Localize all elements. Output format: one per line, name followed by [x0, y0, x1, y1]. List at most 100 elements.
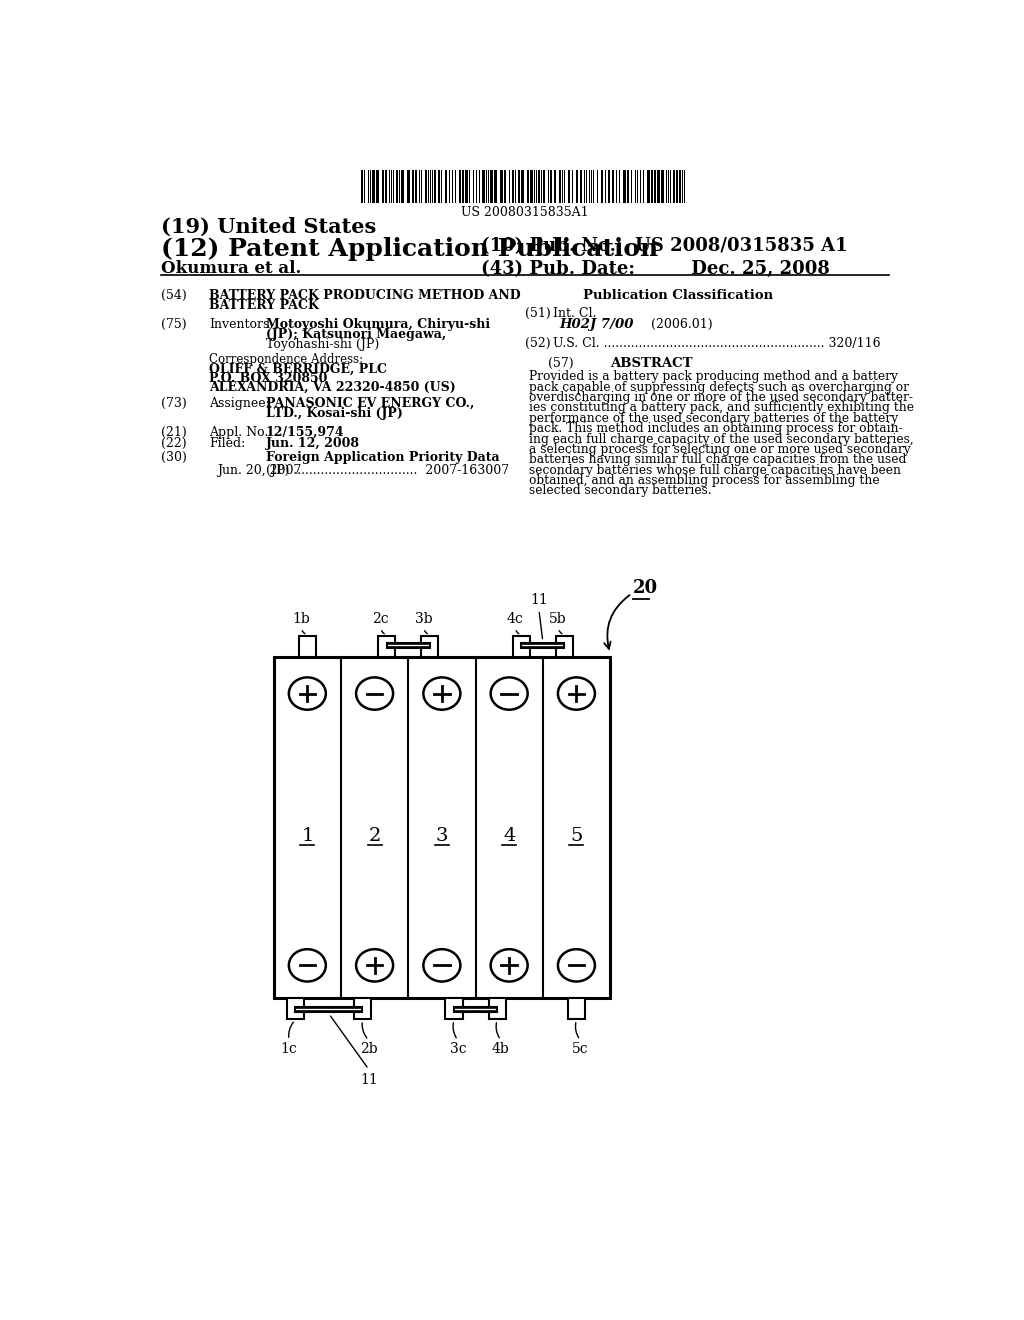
Text: 5c: 5c: [572, 1043, 589, 1056]
Bar: [488, 998, 506, 1019]
Bar: [518, 170, 520, 203]
Bar: [538, 170, 540, 203]
Bar: [425, 170, 427, 203]
Text: (JP); Katsunori Maegawa,: (JP); Katsunori Maegawa,: [266, 327, 446, 341]
Bar: [299, 636, 315, 657]
Bar: [674, 170, 675, 203]
Text: BATTERY PACK PRODUCING METHOD AND: BATTERY PACK PRODUCING METHOD AND: [209, 289, 521, 302]
Text: 20: 20: [633, 579, 658, 598]
Bar: [647, 170, 650, 203]
Text: ABSTRACT: ABSTRACT: [610, 358, 692, 370]
Bar: [438, 170, 440, 203]
Bar: [521, 170, 524, 203]
Text: 5b: 5b: [549, 611, 567, 626]
Bar: [580, 170, 582, 203]
Bar: [459, 170, 461, 203]
Text: (43) Pub. Date:         Dec. 25, 2008: (43) Pub. Date: Dec. 25, 2008: [480, 260, 829, 279]
Text: US 20080315835A1: US 20080315835A1: [461, 206, 589, 219]
Text: (51): (51): [524, 308, 551, 319]
Bar: [679, 170, 681, 203]
Text: Assignee:: Assignee:: [209, 397, 270, 411]
Text: Appl. No.:: Appl. No.:: [209, 425, 272, 438]
Text: Okumura et al.: Okumura et al.: [161, 260, 301, 277]
Bar: [273, 657, 610, 998]
Bar: [421, 636, 438, 657]
Bar: [454, 1007, 497, 1012]
Text: ALEXANDRIA, VA 22320-4850 (US): ALEXANDRIA, VA 22320-4850 (US): [209, 381, 456, 393]
Bar: [372, 170, 375, 203]
Text: Provided is a battery pack producing method and a battery: Provided is a battery pack producing met…: [528, 370, 898, 383]
Bar: [568, 998, 585, 1019]
Text: 4c: 4c: [507, 611, 523, 626]
Text: (54): (54): [161, 289, 186, 302]
Text: Publication Classification: Publication Classification: [583, 289, 773, 302]
Bar: [527, 170, 529, 203]
Text: 2: 2: [369, 828, 381, 845]
Text: U.S. Cl. ......................................................... 320/116: U.S. Cl. ...............................…: [553, 337, 881, 350]
Bar: [660, 170, 664, 203]
Bar: [559, 170, 561, 203]
Bar: [612, 170, 613, 203]
Text: 3c: 3c: [450, 1043, 466, 1056]
Text: BATTERY PACK: BATTERY PACK: [209, 300, 319, 313]
Text: P.O. BOX 320850: P.O. BOX 320850: [209, 372, 328, 384]
Bar: [401, 170, 404, 203]
Text: 3b: 3b: [415, 611, 432, 626]
Bar: [651, 170, 653, 203]
Text: 4: 4: [503, 828, 515, 845]
Text: obtained, and an assembling process for assembling the: obtained, and an assembling process for …: [528, 474, 880, 487]
Bar: [543, 170, 545, 203]
Bar: [575, 170, 578, 203]
Text: secondary batteries whose full charge capacities have been: secondary batteries whose full charge ca…: [528, 463, 901, 477]
Bar: [295, 1007, 362, 1012]
Bar: [556, 636, 572, 657]
Bar: [412, 170, 414, 203]
Text: batteries having similar full charge capacities from the used: batteries having similar full charge cap…: [528, 453, 906, 466]
Bar: [530, 170, 534, 203]
Bar: [465, 170, 468, 203]
Bar: [623, 170, 626, 203]
Bar: [608, 170, 610, 203]
Text: pack. This method includes an obtaining process for obtain-: pack. This method includes an obtaining …: [528, 422, 902, 436]
Bar: [408, 170, 411, 203]
Bar: [433, 170, 435, 203]
Text: Foreign Application Priority Data: Foreign Application Priority Data: [266, 451, 500, 465]
Text: (57): (57): [548, 358, 573, 370]
Bar: [395, 170, 397, 203]
Bar: [601, 170, 603, 203]
Text: 11: 11: [530, 593, 548, 607]
Text: ing each full charge capacity of the used secondary batteries,: ing each full charge capacity of the use…: [528, 433, 913, 446]
Bar: [445, 998, 463, 1019]
Text: 1c: 1c: [281, 1043, 297, 1056]
Bar: [504, 170, 506, 203]
Bar: [627, 170, 630, 203]
Bar: [500, 170, 503, 203]
Text: PANASONIC EV ENERGY CO.,: PANASONIC EV ENERGY CO.,: [266, 397, 474, 411]
Text: (22): (22): [161, 437, 186, 450]
Bar: [521, 643, 564, 648]
Bar: [490, 170, 493, 203]
Bar: [354, 998, 371, 1019]
Text: Inventors:: Inventors:: [209, 318, 273, 331]
Text: (52): (52): [524, 337, 551, 350]
Bar: [382, 170, 384, 203]
Bar: [482, 170, 485, 203]
Text: Jun. 12, 2008: Jun. 12, 2008: [266, 437, 360, 450]
Bar: [360, 170, 364, 203]
Bar: [462, 170, 464, 203]
Bar: [494, 170, 497, 203]
Bar: [385, 170, 387, 203]
Bar: [656, 170, 659, 203]
Text: 11: 11: [359, 1073, 378, 1088]
Text: (2006.01): (2006.01): [651, 318, 713, 331]
Text: pack capable of suppressing defects such as overcharging or: pack capable of suppressing defects such…: [528, 380, 908, 393]
Text: OLIFF & BERRIDGE, PLC: OLIFF & BERRIDGE, PLC: [209, 363, 387, 375]
Text: 4b: 4b: [493, 1043, 510, 1056]
Text: Toyohashi-shi (JP): Toyohashi-shi (JP): [266, 338, 379, 351]
Text: LTD., Kosai-shi (JP): LTD., Kosai-shi (JP): [266, 407, 402, 420]
Text: performance of the used secondary batteries of the battery: performance of the used secondary batter…: [528, 412, 898, 425]
Text: (30): (30): [161, 451, 186, 465]
Text: (19) United States: (19) United States: [161, 216, 376, 236]
Text: overdischarging in one or more of the used secondary batter-: overdischarging in one or more of the us…: [528, 391, 912, 404]
Bar: [513, 636, 529, 657]
